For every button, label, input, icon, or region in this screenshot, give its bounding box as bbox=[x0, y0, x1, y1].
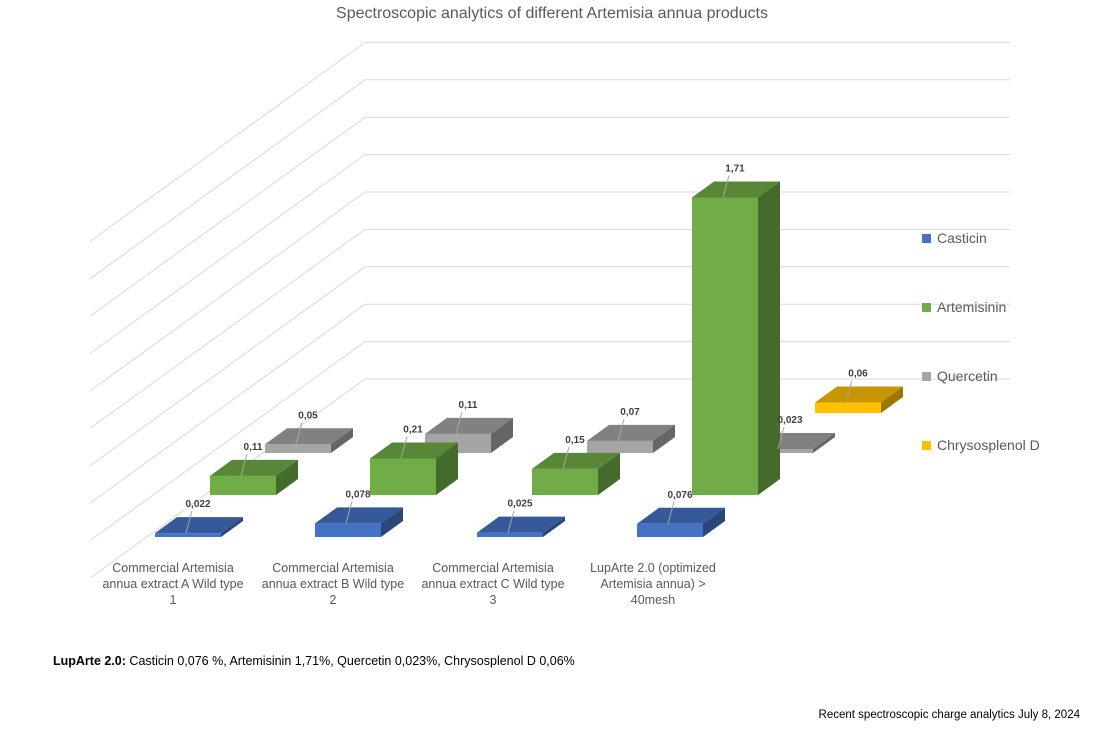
bar-side-face bbox=[653, 424, 675, 453]
label-leader bbox=[345, 501, 353, 524]
data-label: 0,025 bbox=[507, 499, 532, 510]
bar-top-face bbox=[815, 386, 903, 403]
bar-side-face bbox=[543, 516, 565, 537]
data-label: 0,076 bbox=[667, 490, 692, 501]
bar-side-face bbox=[813, 432, 835, 453]
bar-artemisinin bbox=[210, 475, 276, 495]
label-leader bbox=[562, 446, 570, 470]
footnote-bold: LupArte 2.0: bbox=[53, 654, 126, 668]
gridline-depth bbox=[89, 41, 366, 242]
legend-swatch-quercetin bbox=[922, 371, 931, 381]
data-label: 0,05 bbox=[298, 410, 318, 421]
chart-title: Spectroscopic analytics of different Art… bbox=[336, 5, 768, 22]
bar-side-face bbox=[881, 386, 903, 413]
bar-side-face bbox=[703, 507, 725, 537]
bar-top-face bbox=[315, 507, 403, 524]
bar-side-face bbox=[276, 459, 298, 495]
data-label: 0,022 bbox=[185, 499, 210, 510]
legend-label: Casticin bbox=[937, 230, 987, 246]
legend-swatch-artemisinin bbox=[922, 302, 931, 312]
bars bbox=[155, 181, 903, 537]
legend-swatch-chrysosplenol-d bbox=[922, 440, 931, 450]
data-label: 1,71 bbox=[725, 163, 745, 174]
footnote-text: Casticin 0,076 %, Artemisinin 1,71%, Que… bbox=[125, 654, 575, 668]
data-label: 0,06 bbox=[848, 369, 868, 380]
data-label: 0,11 bbox=[244, 442, 263, 453]
bar-side-face bbox=[598, 452, 620, 495]
bar-top-face bbox=[587, 424, 675, 441]
label-leader bbox=[722, 175, 730, 198]
data-label: 0,21 bbox=[403, 424, 423, 435]
data-label: 0,07 bbox=[620, 407, 640, 418]
legend-item-artemisinin[interactable]: Artemisinin bbox=[922, 299, 1006, 315]
bar-side-face bbox=[436, 442, 458, 495]
bar-top-face bbox=[265, 428, 353, 445]
bar-side-face bbox=[381, 507, 403, 537]
label-leader bbox=[185, 511, 193, 534]
bar-quercetin bbox=[587, 440, 653, 453]
legend-item-casticin[interactable]: Casticin bbox=[922, 230, 987, 246]
data-label: 0,078 bbox=[345, 489, 370, 500]
data-labels: 0,06 0,05 0,11 0,07 0,023 0,11 0,21 0,15 1,71 0,0… bbox=[185, 163, 868, 534]
bar-side-face bbox=[491, 417, 513, 453]
gridline-depth bbox=[89, 228, 366, 429]
gridline-depth bbox=[89, 154, 366, 355]
label-leader bbox=[295, 422, 303, 445]
label-leader bbox=[455, 411, 463, 434]
gridline-depth bbox=[89, 116, 366, 317]
bar-artemisinin bbox=[692, 197, 758, 495]
x-tick-label: Commercial Artemisia annua extract C Wild… bbox=[421, 561, 565, 607]
label-leader bbox=[400, 436, 408, 459]
bar-side-face bbox=[331, 428, 353, 453]
bar-casticin bbox=[477, 532, 543, 537]
legend-item-chrysosplenol-d[interactable]: Chrysosplenol D bbox=[922, 437, 1040, 453]
label-leader bbox=[617, 418, 625, 441]
label-leader bbox=[507, 510, 515, 533]
footnote: LupArte 2.0: Casticin 0,076 %, Artemisin… bbox=[53, 654, 575, 668]
bar-top-face bbox=[425, 417, 513, 434]
data-label: 0,11 bbox=[459, 400, 478, 411]
data-label: 0,023 bbox=[777, 415, 802, 426]
gridline-depth bbox=[89, 266, 366, 467]
bar-casticin bbox=[637, 523, 703, 537]
bar-top-face bbox=[692, 181, 780, 198]
bar-quercetin bbox=[265, 444, 331, 453]
gridline-depth bbox=[89, 303, 366, 504]
bar-top-face bbox=[210, 459, 298, 476]
bar-top-face bbox=[155, 517, 243, 534]
label-leader bbox=[240, 453, 248, 476]
bar-chrysosplenol-d bbox=[815, 402, 881, 413]
bar-side-face bbox=[758, 181, 780, 495]
bar-top-face bbox=[477, 516, 565, 533]
x-tick-label: Commercial Artemisia annua extract B Wild… bbox=[261, 561, 405, 607]
gridlines bbox=[89, 41, 1010, 579]
legend-label: Chrysosplenol D bbox=[937, 437, 1040, 453]
bar-side-face bbox=[221, 517, 243, 537]
label-leader bbox=[777, 426, 785, 450]
bar-casticin bbox=[315, 523, 381, 537]
x-tick-label: Commercial Artemisia annua extract A Wild… bbox=[102, 561, 244, 607]
gridline-depth bbox=[89, 79, 366, 280]
bar-top-face bbox=[637, 507, 725, 524]
legend-swatch-casticin bbox=[922, 233, 931, 243]
legend-label: Artemisinin bbox=[937, 299, 1007, 315]
bar-top-face bbox=[532, 452, 620, 469]
legend-label: Quercetin bbox=[937, 368, 998, 384]
label-leader bbox=[845, 380, 853, 403]
source-note: Recent spectroscopic charge analytics Ju… bbox=[818, 709, 1080, 721]
legend-item-quercetin[interactable]: Quercetin bbox=[922, 368, 998, 384]
gridline-depth bbox=[89, 191, 366, 392]
bar-casticin bbox=[155, 533, 221, 537]
bar-artemisinin bbox=[370, 458, 436, 495]
bar-top-face bbox=[370, 442, 458, 459]
label-leader bbox=[667, 501, 675, 524]
data-label: 0,15 bbox=[565, 435, 585, 446]
x-tick-label: LupArte 2.0 (optimized Artemisia annua) >… bbox=[590, 561, 716, 607]
gridline-depth bbox=[89, 341, 366, 542]
bar-artemisinin bbox=[532, 468, 598, 495]
